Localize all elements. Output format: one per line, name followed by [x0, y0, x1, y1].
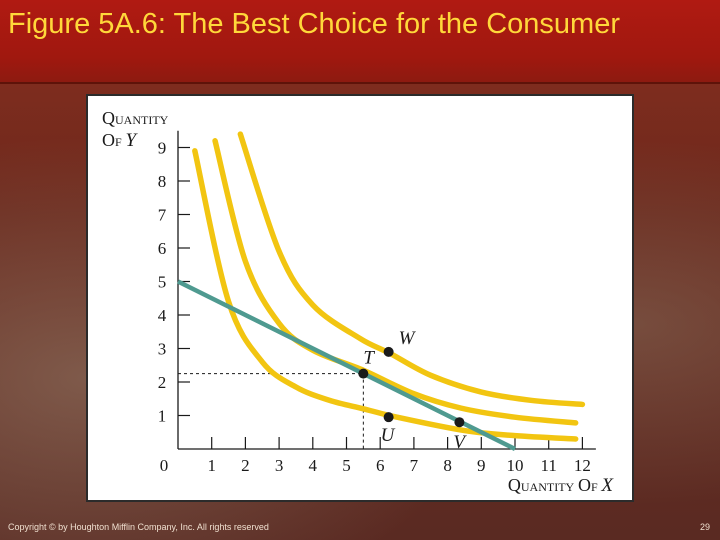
- y-tick-label: 7: [158, 206, 167, 225]
- x-tick-label: 3: [275, 456, 284, 475]
- x-tick-label: 1: [207, 456, 216, 475]
- y-tick-label: 3: [158, 340, 167, 359]
- x-tick-label: 2: [241, 456, 250, 475]
- budget-line: [176, 279, 517, 452]
- point-u: [383, 412, 394, 423]
- x-tick-label: 7: [410, 456, 419, 475]
- point-label-u: U: [381, 425, 396, 446]
- y-tick-label: 5: [158, 273, 167, 292]
- page-number: 29: [699, 522, 710, 532]
- indifference-curve-3: [237, 131, 586, 408]
- copyright-footer: Copyright © by Houghton Mifflin Company,…: [8, 522, 269, 532]
- x-tick-label: 12: [574, 456, 591, 475]
- x-tick-label: 11: [541, 456, 557, 475]
- point-label-v: V: [453, 432, 467, 453]
- point-w: [383, 346, 394, 357]
- point-t: [358, 368, 369, 379]
- x-tick-label: 10: [507, 456, 524, 475]
- x-tick-label: 5: [342, 456, 351, 475]
- y-tick-label: 9: [158, 139, 167, 158]
- point-label-w: W: [399, 328, 417, 349]
- y-tick-label: 8: [158, 172, 167, 191]
- x-tick-label: 4: [309, 456, 318, 475]
- origin-label: 0: [160, 456, 169, 475]
- x-tick-label: 9: [477, 456, 486, 475]
- y-tick-label: 4: [158, 306, 167, 325]
- indifference-curve-2: [212, 138, 579, 426]
- chart-panel: 1 2 3 4 5 6 7 8 9 1 2 3 4 5 6 7 8 9 10 11 12 0 QUANTITY OF Y QUA…: [86, 94, 634, 502]
- x-axis-title: QUANTITY OF X: [508, 475, 615, 496]
- y-tick-label: 6: [158, 239, 167, 258]
- point-v: [454, 417, 465, 428]
- y-tick-label: 1: [158, 407, 167, 426]
- y-axis-title-line1: QUANTITY: [102, 108, 169, 128]
- x-tick-label: 8: [443, 456, 452, 475]
- x-tick-label: 6: [376, 456, 385, 475]
- point-label-t: T: [363, 348, 375, 369]
- y-axis-title-line2: OF Y: [102, 130, 138, 151]
- slide-title: Figure 5A.6: The Best Choice for the Con…: [8, 8, 620, 40]
- y-tick-label: 2: [158, 373, 167, 392]
- title-bar: Figure 5A.6: The Best Choice for the Con…: [0, 0, 720, 84]
- indifference-curve-1: [192, 148, 579, 442]
